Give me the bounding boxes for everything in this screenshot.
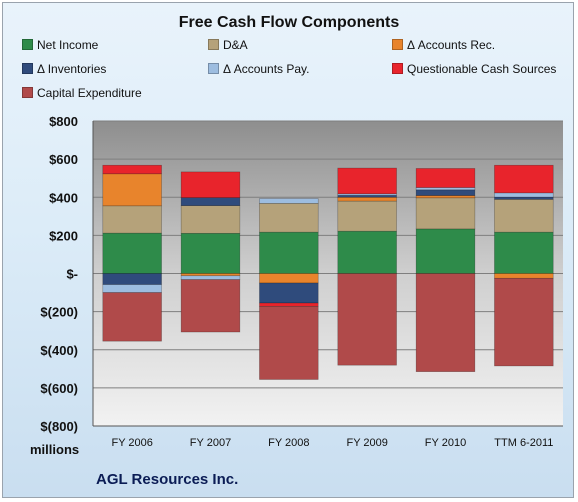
x-tick-label: FY 2007 <box>190 437 231 449</box>
units-label: millions <box>30 442 80 457</box>
y-tick-label: $400 <box>49 190 78 205</box>
legend-item: Questionable Cash Sources <box>392 62 556 76</box>
y-tick-label: $(800) <box>40 419 78 434</box>
bar-segment <box>415 273 476 372</box>
x-tick-label: FY 2010 <box>425 437 466 449</box>
bar-segment <box>494 199 554 233</box>
legend-label: Δ Accounts Rec. <box>407 38 496 52</box>
legend-swatch <box>392 63 403 74</box>
legend-swatch <box>22 87 33 98</box>
bar-segment <box>102 292 162 342</box>
bar-segment <box>494 192 554 198</box>
bar-segment <box>180 273 241 277</box>
legend-label: Δ Inventories <box>37 62 107 76</box>
bar-segment <box>180 197 241 206</box>
company-name: AGL Resources Inc. <box>96 471 239 488</box>
legend-item: Net Income <box>22 38 98 52</box>
bar-segment <box>259 282 319 304</box>
bar-segment <box>259 305 319 380</box>
legend-item: D&A <box>208 38 248 52</box>
bar-segment <box>102 205 162 234</box>
legend-label: D&A <box>223 38 248 52</box>
bar-segment <box>337 273 397 366</box>
bar-segment <box>259 273 319 284</box>
bar-segment <box>415 168 476 188</box>
bar-segment <box>259 203 319 233</box>
chart-title: Free Cash Flow Components <box>178 14 400 31</box>
bar-segment <box>102 232 162 274</box>
bar-segment <box>415 189 476 196</box>
bar-segment <box>494 164 554 194</box>
bar-segment <box>102 173 162 207</box>
y-tick-label: $(600) <box>40 381 78 396</box>
y-tick-label: $800 <box>49 114 78 129</box>
bar-segment <box>180 232 241 274</box>
legend-item: Δ Accounts Rec. <box>392 38 495 52</box>
y-tick-label: $(400) <box>40 343 78 358</box>
bar-segment <box>337 196 397 202</box>
bar-segment <box>337 230 397 274</box>
x-tick-label: FY 2009 <box>346 437 387 449</box>
bar-segment <box>102 273 162 285</box>
bar-segment <box>337 167 397 195</box>
bar-segment <box>337 200 397 232</box>
legend-label: Capital Expenditure <box>37 86 142 100</box>
bar-segment <box>494 277 554 367</box>
bar-segment <box>259 231 319 274</box>
bar-segment <box>180 279 241 333</box>
bar-segment <box>102 284 162 293</box>
legend-item: Capital Expenditure <box>22 86 142 100</box>
legend-swatch <box>208 39 219 50</box>
bar-segment <box>415 187 476 191</box>
bar-segment <box>415 197 476 230</box>
bar-segment <box>180 205 241 234</box>
y-tick-label: $(200) <box>40 305 78 320</box>
bar-segment <box>494 196 554 200</box>
y-tick-label: $200 <box>49 228 78 243</box>
legend-swatch <box>22 39 33 50</box>
legend-item: Δ Inventories <box>22 62 106 76</box>
legend-label: Net Income <box>37 38 99 52</box>
bar-segment <box>494 231 554 274</box>
bar-segment <box>180 171 241 198</box>
bar-segment <box>494 273 554 279</box>
legend-swatch <box>208 63 219 74</box>
bar-segment <box>259 198 319 204</box>
x-tick-label: FY 2006 <box>111 437 152 449</box>
legend-label: Δ Accounts Pay. <box>223 62 310 76</box>
x-tick-label: FY 2008 <box>268 437 309 449</box>
bar-segment <box>415 228 476 274</box>
y-tick-label: $- <box>66 267 78 282</box>
bar-segment <box>102 164 162 175</box>
bar-segment <box>415 195 476 199</box>
legend-swatch <box>22 63 33 74</box>
bar-segment <box>180 275 241 280</box>
legend-item: Δ Accounts Pay. <box>208 62 310 76</box>
bar-segment <box>259 302 319 307</box>
x-tick-label: TTM 6-2011 <box>494 437 553 449</box>
legend-swatch <box>392 39 403 50</box>
legend-label: Questionable Cash Sources <box>407 62 557 76</box>
y-tick-label: $600 <box>49 152 78 167</box>
